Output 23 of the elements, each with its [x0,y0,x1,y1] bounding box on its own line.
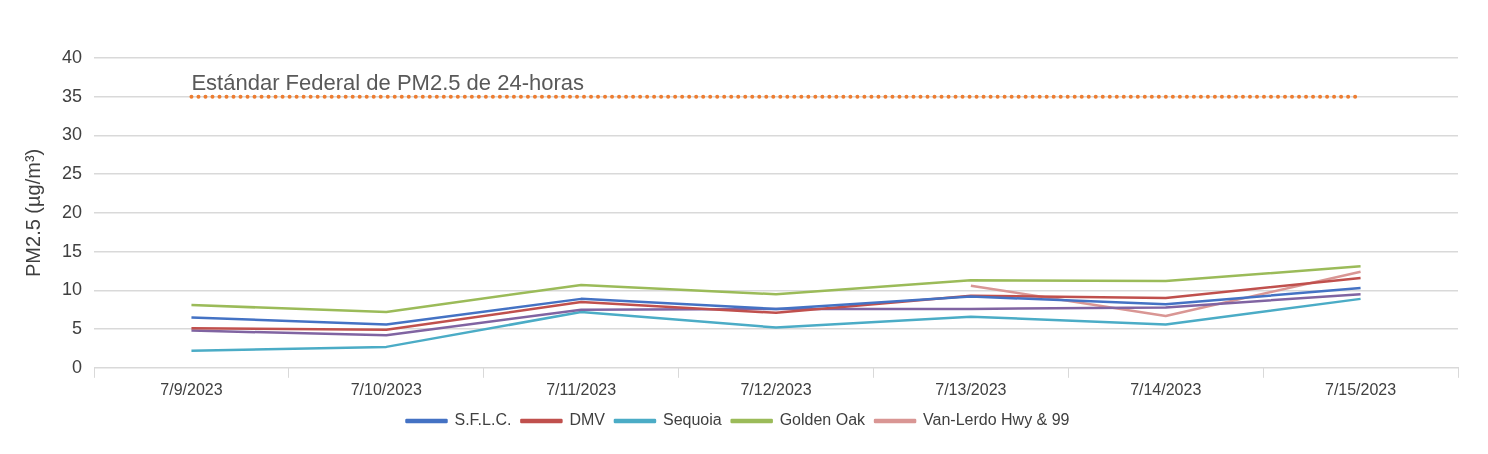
legend-label: DMV [569,411,606,429]
y-tick-label: 25 [61,163,83,184]
y-tick-label: 0 [72,356,83,377]
x-tick-label: 7/12/2023 [740,380,812,398]
x-tick-label: 7/9/2023 [160,380,223,398]
y-axis-title: PM2.5 (µg/m³) [21,148,44,277]
ref-line-label: Estándar Federal de PM2.5 de 24-horas [191,69,585,95]
y-tick-label: 35 [61,85,83,106]
legend-label: Van-Lerdo Hwy & 99 [923,411,1070,429]
y-tick-label: 40 [61,46,83,67]
legend-label: Sequoia [662,411,722,429]
y-tick-label: 20 [61,201,83,222]
x-tick-label: 7/15/2023 [1324,380,1397,398]
y-tick-label: 15 [61,240,83,261]
y-tick-label: 30 [61,124,83,145]
y-tick-label: 10 [61,279,83,300]
x-tick-label: 7/14/2023 [1130,380,1202,398]
x-tick-label: 7/11/2023 [546,380,617,398]
legend-label: Golden Oak [779,411,867,429]
y-tick-label: 5 [72,318,83,339]
x-tick-label: 7/10/2023 [350,380,422,398]
x-tick-label: 7/13/2023 [935,380,1007,398]
legend-label: S.F.L.C. [454,411,512,429]
